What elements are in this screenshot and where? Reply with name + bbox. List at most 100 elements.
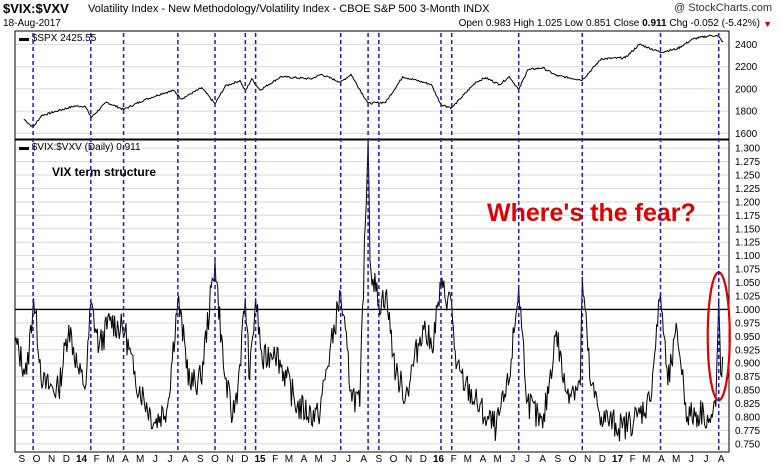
ratio-ytick-label: 0.925 (735, 345, 760, 356)
spx-data-point (73, 105, 75, 107)
ratio-ytick-label: 0.750 (735, 439, 760, 450)
ohlc-readout: Open 0.983 High 1.025 Low 0.851 Close 0.… (459, 18, 760, 29)
chart-symbol: $VIX:$VXV (3, 1, 69, 16)
chart-description: Volatility Index - New Methodology/Volat… (88, 3, 490, 15)
spx-data-point (499, 83, 501, 86)
spx-data-point (350, 73, 352, 76)
x-tick-label: A (122, 454, 129, 465)
chart-date: 18-Aug-2017 (3, 18, 61, 29)
spx-data-point (659, 51, 662, 53)
ratio-ytick-label: 1.050 (735, 278, 760, 289)
high-value: 1.025 (536, 18, 563, 29)
time-axis: S O N D 14 F M A M J J A S O N D 15 F M A M J J A S O N D 16 F M A M J J A S… (19, 454, 725, 465)
x-tick-label: N (405, 454, 412, 465)
spx-data-point (122, 108, 125, 111)
ratio-data-point (464, 384, 467, 386)
spx-data-point (162, 92, 164, 94)
spx-data-point (475, 81, 477, 83)
spx-data-point (180, 98, 182, 100)
ratio-data-point (261, 362, 264, 364)
ratio-data-point (495, 427, 497, 429)
ratio-ytick-label: 1.075 (735, 265, 760, 276)
ratio-data-point (32, 298, 35, 300)
spx-data-point (600, 58, 602, 60)
spx-data-point (638, 43, 641, 45)
ratio-ytick-label: 0.850 (735, 386, 760, 397)
x-tick-label: F (272, 454, 278, 465)
ratio-data-point (636, 416, 638, 418)
ratio-legend: ▬ $VIX:$VXV (Daily) 0.911 (19, 142, 141, 153)
ratio-data-point (455, 368, 457, 370)
spx-data-point (385, 101, 387, 103)
x-tick-label: S (197, 454, 204, 465)
spx-data-point (430, 83, 432, 86)
x-tick-label: S (19, 454, 26, 465)
x-tick-label: M (494, 454, 502, 465)
ratio-ytick-label: 1.225 (735, 184, 760, 195)
ratio-data-point (85, 384, 87, 386)
ratio-data-point (686, 416, 689, 418)
ratio-data-point (702, 411, 705, 413)
ratio-ytick-label: 1.000 (735, 305, 760, 316)
ratio-ytick-label: 1.150 (735, 224, 760, 235)
ratio-data-point (273, 346, 275, 348)
ratio-data-point (369, 260, 371, 262)
ratio-data-point (42, 384, 44, 386)
ratio-data-point (422, 324, 424, 327)
ratio-ytick-label: 1.025 (735, 292, 760, 303)
ratio-title: VIX term structure (52, 165, 156, 179)
ratio-ytick-label: 0.775 (735, 426, 760, 437)
spx-data-point (259, 89, 261, 91)
x-tick-label: M (315, 454, 323, 465)
spx-data-point (692, 38, 694, 40)
ratio-data-point (350, 389, 352, 391)
ratio-data-point (78, 373, 80, 375)
ratio-ytick-label: 1.100 (735, 251, 760, 262)
ratio-data-point (621, 427, 623, 429)
ratio-data-point (722, 356, 724, 358)
ratio-data-point (715, 405, 717, 407)
spx-data-point (526, 69, 529, 71)
spx-series-line (23, 34, 723, 129)
ratio-data-point (649, 400, 651, 402)
spx-data-point (310, 78, 312, 80)
x-tick-label: J (704, 454, 709, 465)
ratio-data-point (90, 303, 92, 305)
ratio-data-point (166, 405, 169, 407)
x-tick-label: J (525, 454, 530, 465)
ratio-data-point (57, 389, 60, 391)
x-tick-label: M (672, 454, 680, 465)
ratio-data-point (676, 330, 678, 332)
ratio-data-point (484, 416, 486, 418)
open-value: 0.983 (485, 18, 511, 29)
close-label: Close (613, 18, 640, 29)
ratio-frame (14, 139, 730, 453)
ratio-data-point (718, 298, 720, 300)
x-tick-label: A (718, 454, 725, 465)
low-label: Low (564, 18, 584, 29)
x-tick-label: J (689, 454, 694, 465)
x-tick-label: S (376, 454, 383, 465)
ratio-data-point (153, 421, 155, 424)
spx-data-point (451, 107, 453, 109)
ratio-ytick-label: 1.300 (735, 144, 760, 155)
x-tick-label: N (48, 454, 55, 465)
x-tick-label: O (569, 454, 577, 465)
ratio-ytick-label: 0.900 (735, 359, 760, 370)
ratio-data-point (709, 421, 712, 424)
x-tick-label: J (153, 454, 158, 465)
ratio-data-point (581, 276, 583, 278)
x-tick-label: F (451, 454, 457, 465)
ratio-data-point (667, 384, 669, 386)
spx-data-point (251, 78, 253, 80)
ratio-data-point (200, 378, 202, 380)
x-tick-label: S (554, 454, 561, 465)
ratio-data-point (68, 324, 70, 327)
brand-label: @ StockCharts.com (674, 2, 772, 14)
x-tick-label: A (301, 454, 308, 465)
ratio-data-point (590, 384, 592, 386)
x-tick-label: 17 (612, 454, 624, 465)
close-value: 0.911 (642, 18, 667, 29)
chg-label: Chg (669, 18, 688, 29)
